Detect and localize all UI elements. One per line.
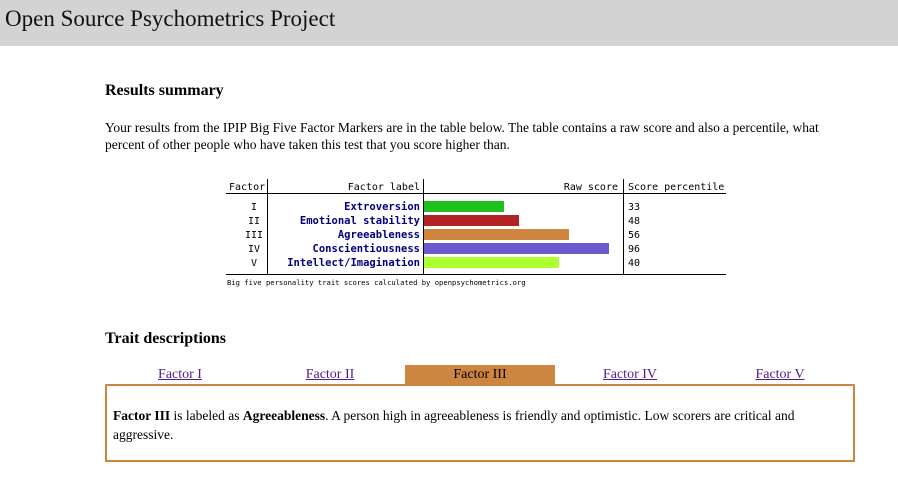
score-bar [424,229,569,240]
trait-description-panel: Factor III is labeled as Agreeableness. … [105,384,855,462]
score-percentile: 56 [628,230,640,241]
site-header: Open Source Psychometrics Project [0,0,898,46]
factor-label: Conscientiousness [313,243,420,255]
factor-numeral: IV [248,244,260,255]
description-label: Agreeableness [242,408,326,423]
chart-caption: Big five personality trait scores calcul… [227,278,526,287]
score-percentile: 48 [628,216,640,227]
factor-label: Extroversion [344,201,420,213]
trait-description: Factor III is labeled as Agreeableness. … [113,406,849,444]
factor-tabs: Factor I Factor II Factor III Factor IV … [105,365,855,385]
big-five-score-chart: Factor Factor label Raw score Score perc… [226,179,726,287]
tab-factor-ii[interactable]: Factor II [305,367,355,382]
factor-label: Emotional stability [300,215,421,227]
factor-numeral: V [251,258,257,269]
score-bar [424,201,504,212]
header-factor: Factor [229,182,265,193]
tab-factor-iii[interactable]: Factor III [405,365,555,385]
factor-numeral: II [248,216,260,227]
factor-numeral: III [245,230,263,241]
tab-factor-i[interactable]: Factor I [158,367,202,382]
tab-factor-iv[interactable]: Factor IV [602,367,658,382]
description-factor: Factor III [113,408,171,423]
factor-label: Intellect/Imagination [287,257,420,269]
score-percentile: 96 [628,244,640,255]
score-percentile: 33 [628,202,640,213]
header-score-percentile: Score percentile [628,182,724,193]
factor-numeral: I [251,202,257,213]
tab-factor-v[interactable]: Factor V [755,367,805,382]
factor-label: Agreeableness [338,229,420,241]
results-intro: Your results from the IPIP Big Five Fact… [105,120,819,152]
score-percentile: 40 [628,258,640,269]
score-bar [424,215,519,226]
results-heading: Results summary [105,82,224,99]
score-bar [424,243,609,254]
description-rest: . A person high in agreeableness is frie… [113,408,795,442]
site-title[interactable]: Open Source Psychometrics Project [5,6,336,31]
score-bar [424,257,559,268]
header-raw-score: Raw score [564,182,618,193]
header-factor-label: Factor label [348,182,420,193]
traits-heading: Trait descriptions [105,330,227,347]
description-mid: is labeled as [170,408,243,423]
